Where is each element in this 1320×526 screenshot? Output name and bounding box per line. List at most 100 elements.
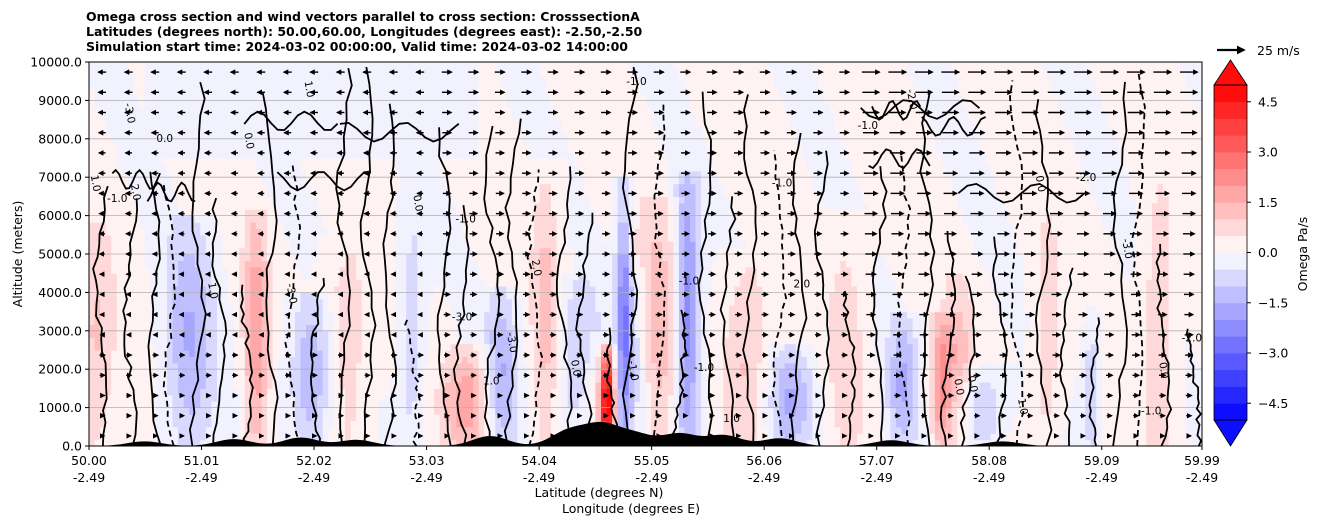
field-cell	[111, 151, 118, 159]
field-cell	[328, 343, 335, 351]
field-cell	[484, 164, 491, 172]
field-cell	[272, 433, 279, 441]
field-cell	[489, 337, 496, 345]
field-cell	[484, 196, 491, 204]
field-cell	[484, 305, 491, 313]
field-cell	[422, 247, 430, 255]
field-cell	[383, 158, 391, 165]
field-cell	[250, 305, 257, 313]
field-cell	[361, 74, 368, 82]
field-cell	[395, 426, 402, 434]
field-cell	[356, 292, 363, 300]
field-cell	[528, 330, 535, 338]
field-cell	[211, 132, 218, 140]
field-cell	[311, 279, 318, 287]
field-cell	[200, 81, 207, 89]
field-cell	[272, 100, 279, 108]
field-cell	[200, 177, 207, 185]
field-cell	[89, 420, 96, 428]
field-cell	[484, 177, 491, 185]
field-cell	[523, 222, 530, 229]
field-cell	[172, 62, 179, 69]
field-cell	[294, 234, 302, 242]
field-cell	[428, 343, 435, 351]
field-cell	[289, 87, 296, 95]
field-cell	[289, 132, 296, 140]
field-cell	[411, 241, 418, 249]
field-cell	[484, 318, 491, 325]
field-cell	[155, 382, 162, 389]
field-cell	[155, 158, 162, 165]
field-cell	[300, 305, 307, 313]
field-cell	[239, 190, 246, 197]
field-cell	[194, 119, 201, 127]
field-cell	[166, 222, 174, 229]
field-cell	[189, 337, 196, 345]
field-cell	[94, 228, 101, 236]
field-cell	[406, 222, 413, 229]
field-cell	[89, 158, 96, 165]
field-cell	[523, 266, 530, 274]
field-cell	[217, 414, 224, 421]
field-cell	[372, 292, 379, 300]
field-cell	[172, 330, 179, 338]
field-cell	[523, 119, 530, 127]
field-cell	[333, 254, 341, 261]
field-cell	[94, 369, 101, 377]
field-cell	[306, 350, 313, 357]
field-cell	[183, 209, 190, 217]
field-cell	[255, 202, 263, 210]
field-cell	[172, 100, 179, 108]
field-cell	[328, 324, 335, 332]
field-cell	[306, 138, 313, 146]
field-cell	[178, 222, 185, 229]
field-cell	[539, 138, 546, 146]
field-cell	[233, 126, 240, 133]
field-cell	[311, 350, 318, 357]
field-cell	[489, 222, 496, 229]
field-cell	[511, 318, 519, 325]
field-cell	[545, 414, 552, 421]
field-cell	[317, 138, 324, 146]
field-cell	[105, 375, 112, 383]
field-cell	[178, 343, 185, 351]
field-cell	[122, 74, 129, 82]
field-cell	[306, 164, 313, 172]
field-cell	[350, 81, 357, 89]
field-cell	[116, 190, 123, 197]
field-cell	[545, 81, 552, 89]
field-cell	[189, 254, 196, 261]
field-cell	[250, 318, 257, 325]
field-cell	[539, 183, 546, 191]
field-cell	[467, 138, 474, 146]
field-cell	[378, 138, 385, 146]
field-cell	[400, 202, 407, 210]
field-cell	[528, 414, 535, 421]
field-cell	[111, 202, 118, 210]
field-cell	[194, 305, 201, 313]
field-cell	[261, 426, 268, 434]
field-cell	[367, 330, 374, 338]
field-cell	[250, 324, 257, 332]
field-cell	[294, 94, 302, 101]
field-cell	[372, 382, 379, 389]
field-cell	[517, 318, 524, 325]
field-cell	[389, 138, 396, 146]
field-cell	[155, 100, 162, 108]
field-cell	[272, 113, 279, 121]
field-cell	[228, 158, 235, 165]
field-cell	[306, 190, 313, 197]
field-cell	[144, 420, 151, 428]
field-cell	[361, 266, 368, 274]
field-cell	[317, 215, 324, 223]
field-cell	[306, 215, 313, 223]
field-cell	[539, 279, 546, 287]
field-cell	[484, 106, 491, 114]
field-cell	[200, 183, 207, 191]
field-cell	[250, 202, 257, 210]
field-cell	[550, 382, 558, 389]
field-cell	[205, 407, 213, 415]
field-cell	[361, 113, 368, 121]
field-cell	[328, 298, 335, 306]
field-cell	[94, 215, 101, 223]
